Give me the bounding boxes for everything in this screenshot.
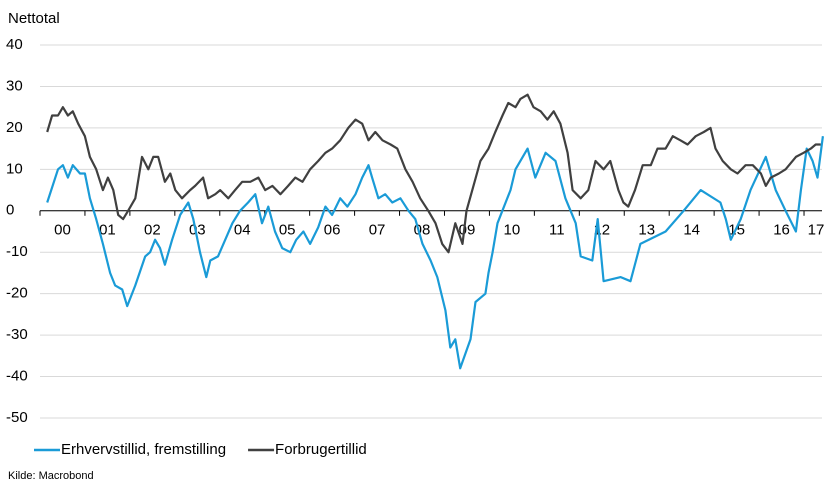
x-tick-label: 07: [369, 222, 386, 239]
x-tick-label: 00: [54, 222, 71, 239]
y-axis-label: Nettotal: [8, 10, 60, 27]
x-tick-label: 01: [99, 222, 116, 239]
y-tick-label: -40: [6, 368, 28, 385]
x-tick-label: 04: [234, 222, 251, 239]
legend-label: Erhvervstillid, fremstilling: [61, 441, 226, 458]
x-tick-label: 13: [638, 222, 655, 239]
y-tick-label: 20: [6, 119, 23, 136]
series-line: [46, 136, 824, 370]
x-tick-label: 17: [808, 222, 825, 239]
y-tick-label: 0: [6, 202, 14, 219]
y-tick-label: -20: [6, 285, 28, 302]
x-tick-label: 09: [459, 222, 476, 239]
x-tick-label: 05: [279, 222, 296, 239]
legend-label: Forbrugertillid: [275, 441, 367, 458]
y-tick-label: 30: [6, 77, 23, 94]
series-line: [46, 93, 821, 254]
x-tick-label: 14: [683, 222, 700, 239]
source: Kilde: Macrobond: [8, 470, 94, 482]
x-tick-label: 03: [189, 222, 206, 239]
y-tick-label: -30: [6, 326, 28, 343]
x-tick-label: 02: [144, 222, 161, 239]
x-tick-label: 10: [504, 222, 521, 239]
y-tick-label: 10: [6, 160, 23, 177]
x-tick-label: 06: [324, 222, 341, 239]
x-tick-label: 16: [773, 222, 790, 239]
y-tick-label: -10: [6, 243, 28, 260]
y-tick-label: 40: [6, 36, 23, 53]
x-tick-label: 11: [549, 222, 565, 239]
y-tick-label: -50: [6, 409, 28, 426]
